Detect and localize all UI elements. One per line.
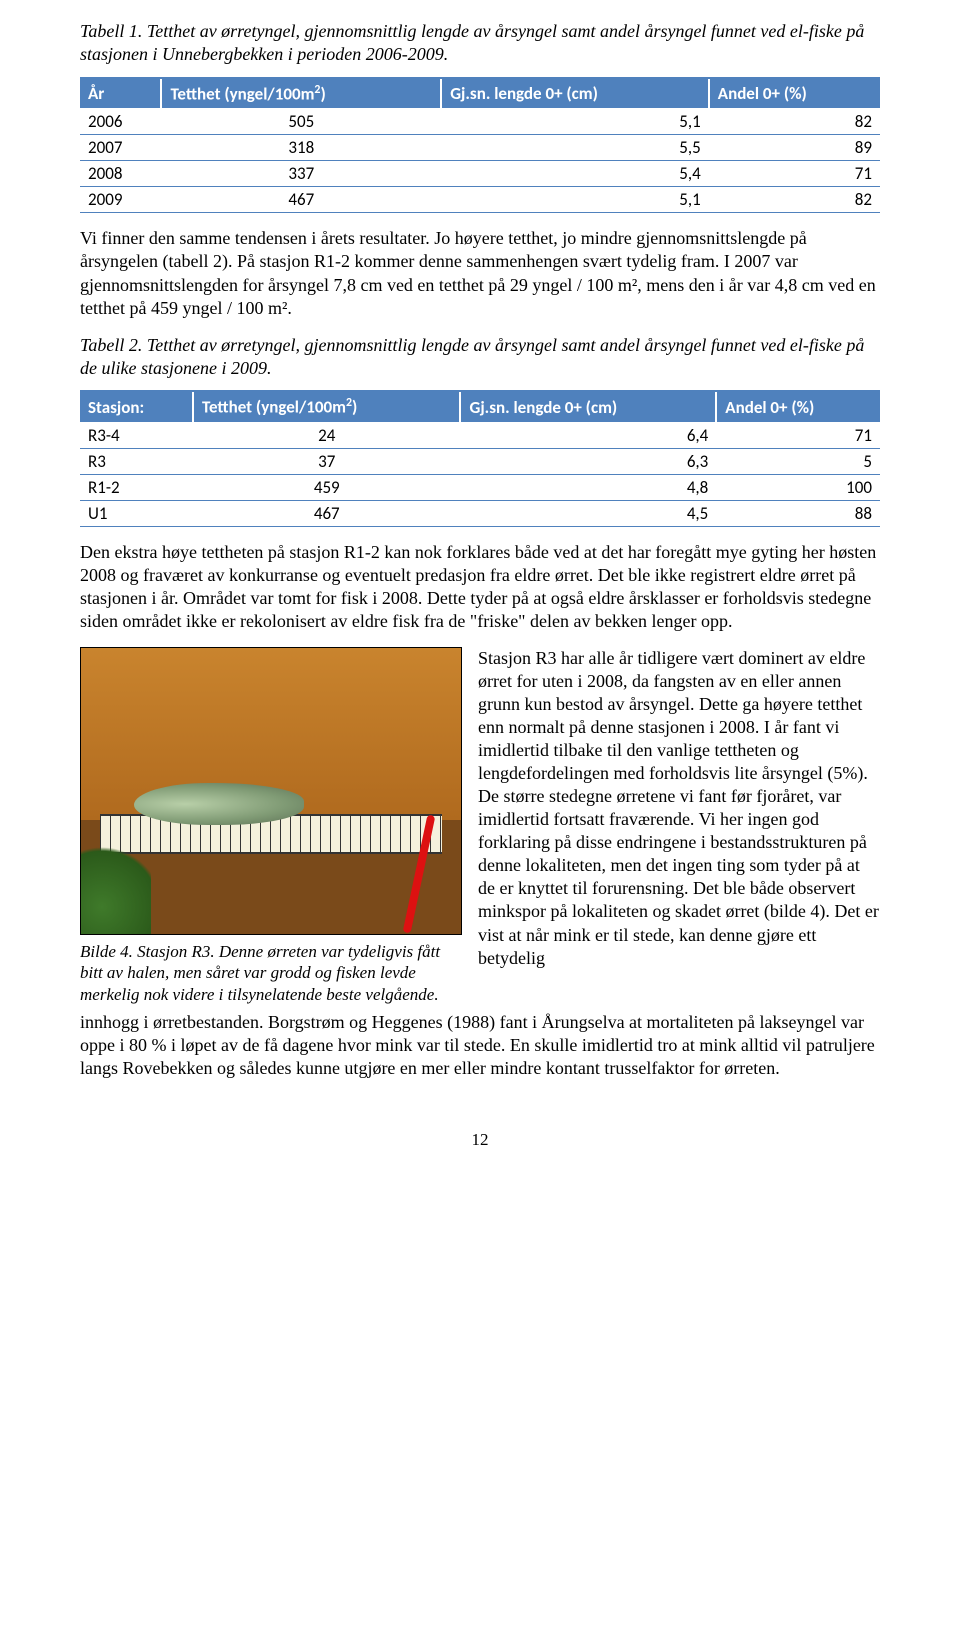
table-cell: 5,4 — [441, 161, 709, 187]
table-cell: 505 — [161, 109, 441, 135]
table-cell: 6,4 — [460, 423, 716, 449]
table2: Stasjon: Tetthet (yngel/100m2) Gj.sn. le… — [80, 390, 880, 527]
table-cell: 82 — [709, 109, 880, 135]
table-cell: 100 — [716, 475, 880, 501]
table-cell: 459 — [193, 475, 460, 501]
table-cell: 467 — [161, 187, 441, 213]
table-cell: 71 — [716, 423, 880, 449]
table-cell: R1-2 — [80, 475, 193, 501]
paragraph-2: Den ekstra høye tettheten på stasjon R1-… — [80, 541, 880, 633]
table1-caption: Tabell 1. Tetthet av ørretyngel, gjennom… — [80, 20, 880, 67]
table1-h2: Gj.sn. lengde 0+ (cm) — [441, 78, 709, 109]
table-cell: 24 — [193, 423, 460, 449]
table1-h1: Tetthet (yngel/100m2) — [161, 78, 441, 109]
paragraph-3a: Stasjon R3 har alle år tidligere vært do… — [478, 647, 880, 1005]
table-cell: 337 — [161, 161, 441, 187]
table-row: R3376,35 — [80, 449, 880, 475]
table-row: 20083375,471 — [80, 161, 880, 187]
table-cell: 2007 — [80, 135, 161, 161]
table2-h0: Stasjon: — [80, 391, 193, 422]
table-cell: 5,1 — [441, 109, 709, 135]
table-cell: R3 — [80, 449, 193, 475]
table-row: 20065055,182 — [80, 109, 880, 135]
photo-fish — [80, 647, 462, 935]
table-row: U14674,588 — [80, 501, 880, 527]
table1: År Tetthet (yngel/100m2) Gj.sn. lengde 0… — [80, 77, 880, 214]
photo-caption: Bilde 4. Stasjon R3. Denne ørreten var t… — [80, 941, 460, 1005]
table-cell: 2006 — [80, 109, 161, 135]
table-row: R3-4246,471 — [80, 423, 880, 449]
table2-h1: Tetthet (yngel/100m2) — [193, 391, 460, 422]
table-cell: 82 — [709, 187, 880, 213]
table2-h2: Gj.sn. lengde 0+ (cm) — [460, 391, 716, 422]
table-cell: U1 — [80, 501, 193, 527]
table-row: R1-24594,8100 — [80, 475, 880, 501]
table-cell: 37 — [193, 449, 460, 475]
table-cell: 5 — [716, 449, 880, 475]
table1-h0: År — [80, 78, 161, 109]
table-cell: 4,5 — [460, 501, 716, 527]
table-cell: 88 — [716, 501, 880, 527]
table-cell: 71 — [709, 161, 880, 187]
table-cell: 4,8 — [460, 475, 716, 501]
table-cell: 89 — [709, 135, 880, 161]
table2-caption: Tabell 2. Tetthet av ørretyngel, gjennom… — [80, 334, 880, 381]
table1-h3: Andel 0+ (%) — [709, 78, 880, 109]
table-row: 20073185,589 — [80, 135, 880, 161]
table-cell: 318 — [161, 135, 441, 161]
table-row: 20094675,182 — [80, 187, 880, 213]
table2-h3: Andel 0+ (%) — [716, 391, 880, 422]
paragraph-3b: innhogg i ørretbestanden. Borgstrøm og H… — [80, 1011, 880, 1080]
page-number: 12 — [80, 1130, 880, 1150]
table-cell: 5,5 — [441, 135, 709, 161]
table-cell: 2009 — [80, 187, 161, 213]
table-cell: 6,3 — [460, 449, 716, 475]
paragraph-1: Vi finner den samme tendensen i årets re… — [80, 227, 880, 319]
table-cell: R3-4 — [80, 423, 193, 449]
table-cell: 467 — [193, 501, 460, 527]
table-cell: 5,1 — [441, 187, 709, 213]
table-cell: 2008 — [80, 161, 161, 187]
